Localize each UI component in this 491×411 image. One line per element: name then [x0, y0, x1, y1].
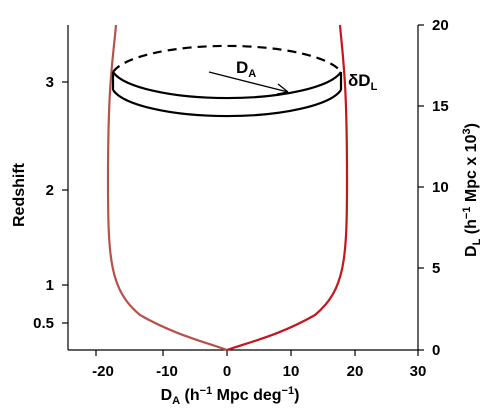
left-funnel-curve — [106, 24, 228, 352]
ellipse-front-top — [112, 71, 342, 100]
left-tick-label-0.5: 0.5 — [33, 315, 54, 332]
bottom-tick-label-30: 30 — [410, 363, 427, 380]
ellipse-back-dashed — [112, 44, 342, 73]
bottom-tick-label-20: 20 — [347, 363, 364, 380]
left-tick-label-3: 3 — [46, 74, 54, 91]
right-tick-label-10: 10 — [432, 179, 449, 196]
right-tick-label-5: 5 — [432, 260, 440, 277]
bottom-ticks — [95, 350, 419, 356]
ellipse-front-bottom — [112, 89, 342, 118]
da-arrow-head — [276, 83, 289, 95]
right-axis-title: DL (h−1 Mpc x 103) — [461, 123, 483, 257]
left-tick-label-1: 1 — [46, 277, 54, 294]
da-arrow-line — [208, 71, 289, 93]
da-annotation: DA — [236, 58, 256, 80]
bottom-tick-label-neg10: -10 — [156, 363, 178, 380]
right-tick-label-15: 15 — [432, 98, 449, 115]
bottom-tick-label-neg20: -20 — [92, 363, 114, 380]
right-tick-label-20: 20 — [432, 17, 449, 34]
left-tick-label-2: 2 — [46, 182, 54, 199]
bottom-tick-label-0: 0 — [223, 363, 231, 380]
right-tick-label-0: 0 — [432, 342, 440, 359]
bottom-tick-label-10: 10 — [283, 363, 300, 380]
bottom-axis-title: DA (h−1 Mpc deg−1) — [161, 385, 300, 407]
right-ticks — [418, 24, 424, 351]
left-ticks — [62, 81, 68, 324]
left-axis-title: Redshift — [11, 162, 28, 227]
right-funnel-curve — [226, 24, 349, 352]
ddl-annotation: δDL — [348, 71, 378, 93]
